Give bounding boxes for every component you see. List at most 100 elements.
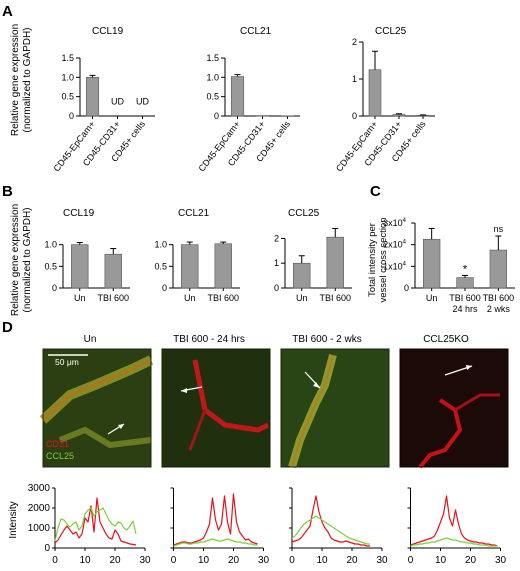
x-tick-label: 30 [258,555,270,566]
x-tick-label: 24 hrs [452,304,478,314]
x-tick-label: 2 wks [487,304,511,314]
x-tick-label: 0 [289,555,295,566]
data-label: UD [111,96,124,106]
svg-text:Relative gene expression: Relative gene expression [10,24,21,136]
image-title-tbi-2wk: TBI 600 - 2 wks [292,334,361,345]
bar [456,277,474,289]
y-tick-label: 1.0 [44,240,57,250]
charts-layer: CCL1900.51.01.5CD45-EpCam+UDCD45-CD31+UD… [28,26,515,566]
svg-text:(normalized to GAPDH): (normalized to GAPDH) [22,27,33,132]
panel-letter-b: B [2,183,13,200]
x-tick-label: 0 [52,555,58,566]
data-label: UD [136,96,149,106]
y-tick-label: 0 [214,111,219,121]
series-line-ccl25 [410,537,498,547]
y-tick-label: 0.5 [206,92,219,102]
chart-title: CCL25 [375,26,407,37]
series-line-ccl25 [291,515,370,545]
y-tick-label: 2 [352,37,357,47]
y-tick-label: 0 [44,543,50,554]
x-tick-label: TBI 600 [483,293,515,303]
x-tick-label: 30 [139,555,151,566]
panel-c-ylabel: Total intensity per vessel cross section [367,217,389,302]
significance-marker: * [463,263,468,275]
micrograph-tbi-24h [161,348,271,468]
x-tick-label: CD45-EpCam+ [334,119,380,173]
image-title-ccl25ko: CCL25KO [423,334,469,345]
svg-text:Relative gene expression: Relative gene expression [10,204,21,316]
y-tick-label: 1x104 [383,261,407,271]
image-title-tbi-24h: TBI 600 - 24 hrs [173,334,245,345]
x-tick-label: Un [296,293,308,303]
y-tick-label: 0 [52,283,57,293]
x-tick-label: 0 [171,555,177,566]
stain-label-cd31: CD31 [46,439,69,449]
profile-chart-2: 0 10 20 30 [289,487,388,566]
y-tick-label: 1.0 [206,72,219,82]
bar [326,236,344,289]
bar-chart-1: CCL2100.51.01.5CD45-EpCam+CD45-CD31+CD45… [196,26,300,174]
significance-marker: ns [494,224,504,234]
svg-text:(normalized to GAPDH): (normalized to GAPDH) [22,207,33,312]
y-tick-label: 2000 [28,503,51,514]
bar [181,244,199,289]
y-tick-label: 0 [162,283,167,293]
x-tick-label: 20 [465,555,477,566]
y-tick-label: 3x104 [383,218,407,228]
bar [71,244,89,289]
y-tick-label: 0.5 [154,261,167,271]
y-tick-label: 1.5 [206,53,219,63]
bar [489,249,507,289]
profile-chart-1: 0 10 20 30 [170,487,270,566]
x-tick-label: 10 [79,555,91,566]
micrograph-ccl25ko [399,348,509,469]
y-tick-label: 2x104 [383,240,407,250]
panel-letter-a: A [2,3,13,20]
panel-a-ylabel: Relative gene expression (normalized to … [10,24,33,136]
y-tick-label: 0.5 [61,92,74,102]
y-tick-label: 0 [404,283,409,293]
series-line-ccl25 [173,538,258,547]
bar [368,69,382,117]
bar [230,76,245,117]
x-tick-label: Un [184,293,196,303]
x-tick-label: 20 [346,555,358,566]
micrograph-tbi-2wk [280,348,390,469]
y-tick-label: 1.0 [61,72,74,82]
y-tick-label: 1 [274,258,279,268]
bar [392,114,406,117]
x-tick-label: 20 [228,555,240,566]
x-tick-label: TBI 600 [319,293,351,303]
svg-text:Total intensity per: Total intensity per [367,223,378,297]
bar [280,115,295,117]
panel-d-ylabel: Intensity [8,501,19,538]
bar [423,238,441,289]
profile-chart-3: 0 10 20 30 [407,487,506,566]
y-tick-label: 3000 [28,483,51,494]
chart-title: CCL19 [92,26,124,37]
image-title-un: Un [84,334,97,345]
y-tick-label: 2 [274,233,279,243]
series-line-cd31 [291,495,370,547]
y-tick-label: 0 [274,283,279,293]
series-line-cd31 [173,493,258,546]
y-tick-label: 1.5 [61,53,74,63]
bar [293,262,311,289]
x-tick-label: TBI 600 [449,293,481,303]
bar [104,253,122,289]
bar-chart-3: CCL19 0 0.5 1.0 Un TBI 600 [44,208,130,303]
series-line-ccl25 [54,507,137,542]
x-tick-label: 30 [376,555,388,566]
y-tick-label: 0 [352,111,357,121]
x-tick-label: Un [426,293,438,303]
panel-letter-c: C [370,183,381,200]
x-tick-label: 10 [316,555,328,566]
chart-title: CCL25 [288,208,320,219]
x-tick-label: TBI 600 [97,293,129,303]
y-tick-label: 0.5 [44,261,57,271]
y-tick-label: 1000 [28,523,51,534]
y-tick-label: 1 [352,74,357,84]
bar-chart-0: CCL1900.51.01.5CD45-EpCam+UDCD45-CD31+UD… [51,26,155,174]
